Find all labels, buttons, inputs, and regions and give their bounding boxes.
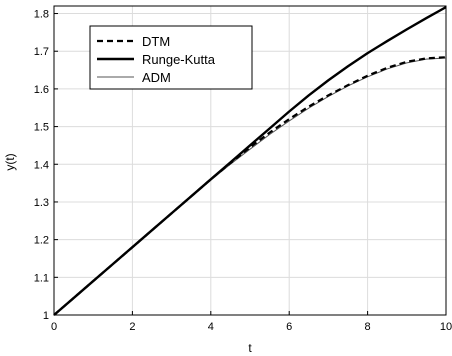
series-line-runge-kutta: [53, 6, 447, 316]
series-line-dtm: [53, 56, 447, 316]
y-tick-label: 1.5: [34, 122, 49, 134]
y-tick-label: 1.2: [34, 235, 49, 247]
x-tick-label: 10: [440, 321, 452, 333]
legend-box: [89, 25, 253, 90]
y-tick-label: 1: [43, 310, 49, 322]
x-tick-label: 6: [286, 321, 292, 333]
legend-label-adm: ADM: [142, 70, 171, 85]
y-tick-label: 1.3: [34, 197, 49, 209]
y-tick-label: 1.7: [34, 46, 49, 58]
y-tick-label: 1.8: [34, 9, 49, 21]
legend: DTM Runge-Kutta ADM: [89, 25, 253, 90]
x-tick-label: 0: [51, 321, 57, 333]
x-tick-label: 8: [365, 321, 371, 333]
plot-frame: [53, 5, 447, 316]
y-tick-label: 1.6: [34, 84, 49, 96]
y-tick-label: 1.4: [34, 159, 49, 171]
x-axis-label: t: [248, 341, 252, 355]
legend-label-dtm: DTM: [142, 34, 170, 49]
x-tick-label: 2: [129, 321, 135, 333]
series-layer: [53, 6, 447, 316]
y-tick-label: 1.1: [34, 272, 49, 284]
x-tick-label: 4: [208, 321, 214, 333]
legend-label-runge-kutta: Runge-Kutta: [142, 52, 216, 67]
axis-ticks: 0 2 4 6 8 10 1 1.1 1.2 1.3 1.4 1.5 1.6 1.7 1.8: [34, 9, 452, 333]
y-axis-label: y(t): [3, 153, 17, 170]
